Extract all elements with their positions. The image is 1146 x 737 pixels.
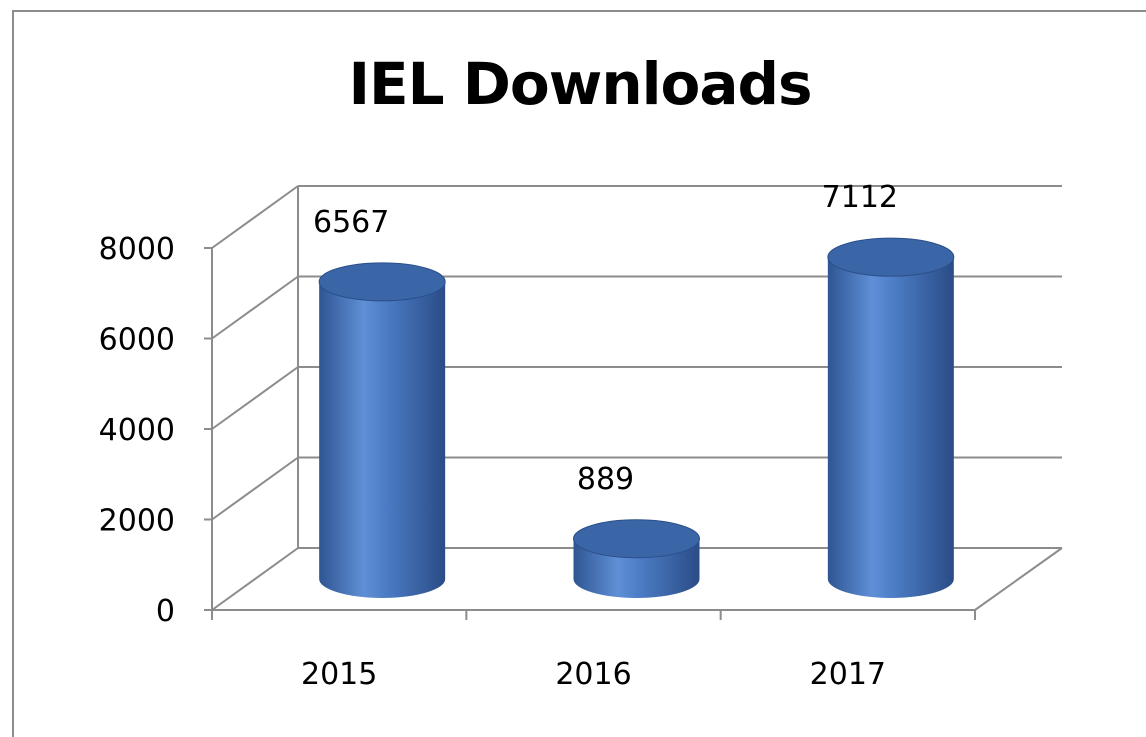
x-tick-label: 2017 xyxy=(810,657,886,692)
gridline-side xyxy=(211,547,299,611)
data-label: 7112 xyxy=(822,180,898,215)
bar-body xyxy=(573,538,700,598)
chart-title: IEL Downloads xyxy=(348,50,812,118)
gridline-side xyxy=(211,185,299,249)
y-tick-label: 4000 xyxy=(99,413,175,448)
bar-top xyxy=(827,237,955,277)
data-label: 6567 xyxy=(313,205,389,240)
floor-edge xyxy=(974,547,1063,611)
bar-top xyxy=(573,519,700,559)
data-label: 889 xyxy=(577,462,634,497)
bar[interactable] xyxy=(827,237,955,598)
bar[interactable] xyxy=(318,262,446,598)
y-tick-label: 8000 xyxy=(99,232,175,267)
y-tick-label: 2000 xyxy=(99,504,175,539)
bar[interactable] xyxy=(573,519,700,598)
gridline-side xyxy=(211,366,299,430)
gridline-side xyxy=(211,275,299,340)
x-tick-label: 2016 xyxy=(555,657,631,692)
y-tick-label: 0 xyxy=(156,594,175,629)
bar-body xyxy=(319,281,446,598)
y-tick-label: 6000 xyxy=(99,323,175,358)
bar-top xyxy=(318,262,446,302)
bar-body xyxy=(827,257,954,598)
x-tick-label: 2015 xyxy=(301,657,377,692)
gridline-side xyxy=(211,456,299,521)
chart-frame xyxy=(12,10,1146,737)
